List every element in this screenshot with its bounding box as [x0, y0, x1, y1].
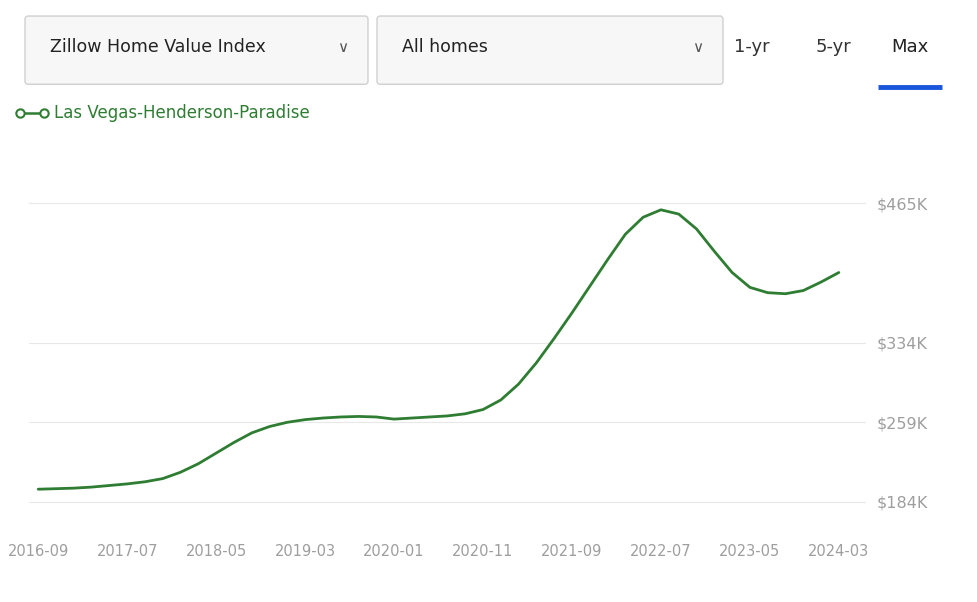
Text: ∨: ∨ — [337, 40, 348, 55]
Text: Las Vegas-Henderson-Paradise: Las Vegas-Henderson-Paradise — [54, 104, 310, 122]
Text: Max: Max — [890, 38, 928, 56]
Text: All homes: All homes — [402, 38, 488, 56]
Text: 5-yr: 5-yr — [814, 38, 850, 56]
Text: 1-yr: 1-yr — [734, 38, 769, 56]
FancyBboxPatch shape — [376, 16, 722, 84]
Text: ∨: ∨ — [692, 40, 702, 55]
Text: Zillow Home Value Index: Zillow Home Value Index — [50, 38, 266, 56]
FancyBboxPatch shape — [25, 16, 367, 84]
